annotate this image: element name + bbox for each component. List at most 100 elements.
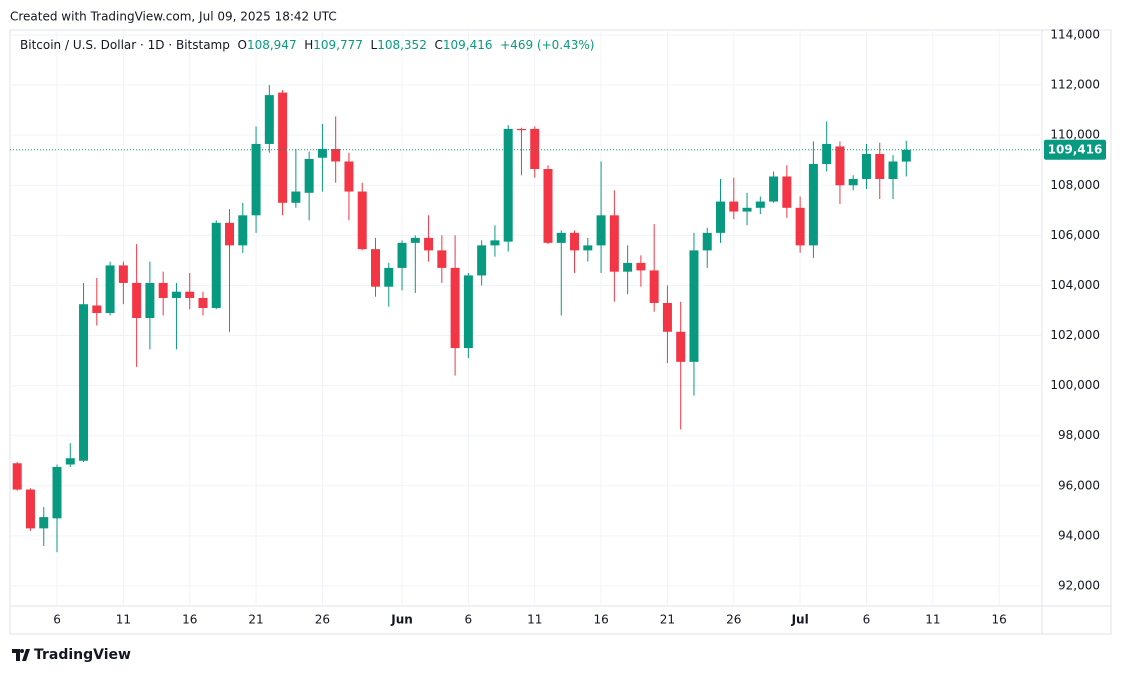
candle-body <box>410 237 420 243</box>
y-tick-label: 94,000 <box>1058 528 1100 542</box>
candle-body <box>198 297 208 308</box>
candle-body <box>556 232 566 243</box>
x-tick-label: 16 <box>992 613 1007 627</box>
candle-body <box>344 161 354 192</box>
candle-body <box>490 240 500 246</box>
candle-body <box>636 262 646 271</box>
candle-body <box>211 222 221 308</box>
candle-body <box>65 458 75 465</box>
y-tick-label: 114,000 <box>1050 28 1100 42</box>
candle-body <box>503 128 513 242</box>
ohlc-prefix: L <box>370 38 378 52</box>
candle-body <box>729 201 739 212</box>
candle-body <box>795 207 805 246</box>
candle-body <box>543 168 553 243</box>
candle-body <box>132 282 142 318</box>
candle-body <box>888 161 898 180</box>
candle-body <box>171 291 181 298</box>
candle-body <box>92 305 102 313</box>
candle-body <box>264 95 274 144</box>
x-tick-label: 11 <box>527 613 542 627</box>
candle-body <box>39 517 49 529</box>
candle-body <box>716 201 726 233</box>
x-tick-label: 21 <box>248 613 263 627</box>
x-tick-label: 11 <box>116 613 131 627</box>
y-tick-label: 100,000 <box>1050 378 1100 392</box>
candle-body <box>397 242 407 268</box>
candle-body <box>370 249 380 287</box>
candle-body <box>12 463 22 490</box>
candle-body <box>278 92 288 203</box>
ohlc-value: 109,777 <box>313 38 363 52</box>
candle-body <box>676 331 686 362</box>
candle-body <box>702 232 712 251</box>
candle-body <box>384 267 394 287</box>
candle-body <box>516 128 526 131</box>
candle-body <box>185 291 195 298</box>
candle-body <box>331 148 341 162</box>
x-tick-label: 6 <box>465 613 473 627</box>
x-tick-label: 11 <box>925 613 940 627</box>
y-tick-label: 92,000 <box>1058 578 1100 592</box>
candle-body <box>304 158 314 193</box>
candle-body <box>822 143 832 164</box>
candle-body <box>570 232 580 251</box>
candle-body <box>583 245 593 251</box>
candle-body <box>424 237 434 251</box>
candle-body <box>317 148 327 158</box>
candle-body <box>782 176 792 208</box>
candle-body <box>291 191 301 203</box>
candle-body <box>742 207 752 212</box>
x-tick-label: 6 <box>53 613 61 627</box>
candle-body <box>901 149 911 162</box>
candle-body <box>755 201 765 208</box>
candle-body <box>450 267 460 349</box>
candle-body <box>861 153 871 180</box>
logo <box>12 649 30 661</box>
x-tick-label: 26 <box>315 613 330 627</box>
y-tick-label: 96,000 <box>1058 478 1100 492</box>
ohlc-value: 108,352 <box>377 38 427 52</box>
y-tick-label: 110,000 <box>1050 128 1100 142</box>
y-tick-label: 102,000 <box>1050 328 1100 342</box>
ohlc-prefix: C <box>434 38 443 52</box>
candle-body <box>225 222 235 246</box>
candle-body <box>649 270 659 303</box>
candle-body <box>357 191 367 250</box>
ohlc-value: 109,416 <box>442 38 493 52</box>
x-tick-label: 6 <box>863 613 871 627</box>
candle-body <box>662 302 672 332</box>
last-price-label: 109,416 <box>1048 142 1103 156</box>
candle-body <box>105 265 115 313</box>
candle-body <box>477 245 487 276</box>
ohlc-value: 108,947 <box>246 38 297 52</box>
y-tick-label: 98,000 <box>1058 428 1100 442</box>
frame <box>9 29 1112 635</box>
candle-body <box>145 282 155 318</box>
x-tick-label: Jun <box>390 613 413 627</box>
candle-body <box>118 265 128 283</box>
candle-body <box>251 143 261 216</box>
candle-body <box>25 489 35 529</box>
candle-body <box>609 215 619 272</box>
change-pct: (+0.43%) <box>536 38 595 52</box>
ohlc-prefix: O <box>237 38 247 52</box>
candle-body <box>689 250 699 362</box>
y-tick-label: 112,000 <box>1050 78 1100 92</box>
logo-text: TradingView <box>34 647 131 663</box>
y-tick-label: 108,000 <box>1050 178 1100 192</box>
x-tick-label: 16 <box>182 613 197 627</box>
x-tick-label: 16 <box>593 613 608 627</box>
candle-body <box>848 179 858 186</box>
last-price-box <box>1044 139 1106 160</box>
change: +469 <box>500 38 534 52</box>
candle-body <box>530 128 540 169</box>
candle-body <box>238 215 248 246</box>
symbol-title: Bitcoin / U.S. Dollar · 1D · Bitstamp <box>20 38 230 52</box>
header: Created with TradingView.com, Jul 09, 20… <box>10 10 337 24</box>
candle-body <box>437 250 447 268</box>
candle-body <box>875 153 885 180</box>
candle-body <box>769 176 779 202</box>
